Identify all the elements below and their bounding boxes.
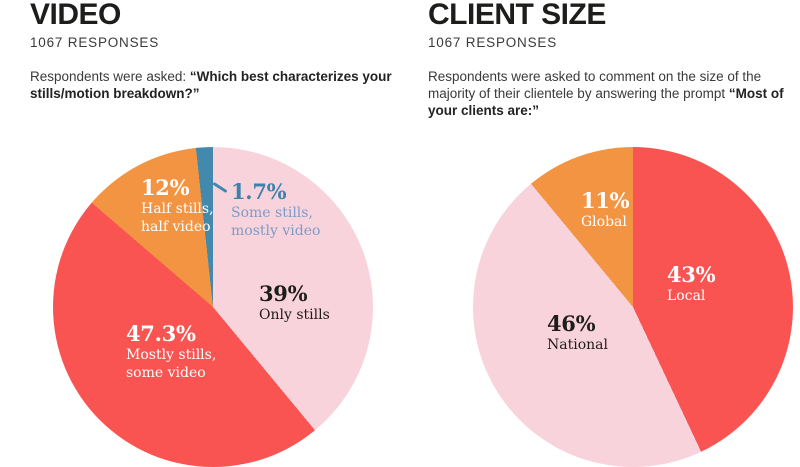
video-responses-count: 1067 RESPONSES bbox=[30, 35, 160, 50]
video-sublabel-only-stills: Only stills bbox=[259, 307, 330, 323]
client-size-responses-count: 1067 RESPONSES bbox=[428, 35, 558, 50]
client-slice-label-national: 46% National bbox=[547, 313, 608, 355]
client-size-question-text: Respondents were asked to comment on the… bbox=[428, 68, 793, 119]
client-sublabel-local: Local bbox=[667, 288, 706, 304]
client-size-question-prefix: Respondents were asked to comment on the… bbox=[428, 69, 762, 101]
video-slice-label-half-stills-half-video: 12% Half stills, half video bbox=[141, 177, 214, 236]
client-size-pie bbox=[473, 147, 793, 467]
video-question-text: Respondents were asked: “Which best char… bbox=[30, 68, 395, 102]
client-pct-national: 46% bbox=[547, 311, 596, 336]
video-slice-label-only-stills: 39% Only stills bbox=[259, 283, 330, 325]
video-sublabel-mostly-stills: Mostly stills, some video bbox=[126, 347, 217, 381]
video-slice-label-mostly-stills-some-video: 47.3% Mostly stills, some video bbox=[126, 323, 216, 382]
video-pct-only-stills: 39% bbox=[259, 281, 308, 306]
video-pie bbox=[53, 147, 373, 467]
client-sublabel-national: National bbox=[547, 337, 608, 353]
client-pct-local: 43% bbox=[667, 262, 716, 287]
client-size-section-title: CLIENT SIZE bbox=[428, 0, 606, 31]
video-question-quote: “Which best characterizes your stills/mo… bbox=[30, 69, 392, 101]
client-slice-label-local: 43% Local bbox=[667, 262, 716, 306]
client-size-question-quote: “Most of your clients are:” bbox=[428, 86, 784, 118]
video-pie-chart: 12% Half stills, half video 1.7% Some sti… bbox=[53, 147, 373, 467]
video-pct-some-stills: 1.7% bbox=[231, 179, 287, 204]
video-sublabel-some-stills: Some stills, mostly video bbox=[231, 205, 321, 239]
client-slice-label-global: 11% Global bbox=[581, 188, 630, 232]
client-pct-global: 11% bbox=[581, 188, 630, 213]
video-slice-label-some-stills-mostly-video: 1.7% Some stills, mostly video bbox=[231, 181, 320, 240]
video-question-prefix: Respondents were asked: bbox=[30, 69, 190, 84]
video-sublabel-half-stills: Half stills, half video bbox=[141, 201, 214, 235]
client-sublabel-global: Global bbox=[581, 214, 627, 230]
video-pct-mostly-stills: 47.3% bbox=[126, 321, 196, 346]
video-pct-half-stills: 12% bbox=[141, 175, 190, 200]
client-size-pie-chart: 11% Global 43% Local 46% National bbox=[473, 147, 793, 467]
video-section-title: VIDEO bbox=[30, 0, 121, 31]
